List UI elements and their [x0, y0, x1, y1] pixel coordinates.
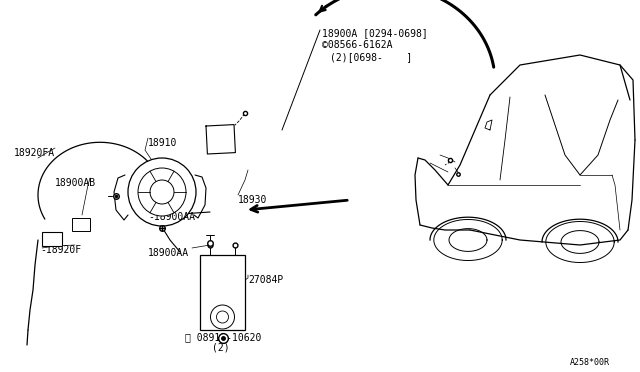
Polygon shape [206, 125, 236, 154]
Circle shape [211, 305, 234, 329]
Bar [72, 218, 90, 231]
Circle shape [150, 180, 174, 204]
Text: (2)[0698-    ]: (2)[0698- ] [330, 52, 412, 62]
Text: (2): (2) [212, 343, 230, 353]
Text: 18910: 18910 [148, 138, 177, 148]
Text: -18900AA: -18900AA [148, 212, 195, 222]
Text: ©08566-6162A: ©08566-6162A [322, 40, 392, 50]
Circle shape [216, 311, 228, 323]
Circle shape [138, 168, 186, 216]
Text: 18900AA: 18900AA [148, 248, 189, 258]
Text: Ⓝ 08911-10620: Ⓝ 08911-10620 [185, 332, 261, 342]
Text: 18900AB: 18900AB [55, 178, 96, 188]
Text: 18920FA: 18920FA [14, 148, 55, 158]
Text: -18920F: -18920F [40, 245, 81, 255]
Text: 18900A [0294-0698]: 18900A [0294-0698] [322, 28, 428, 38]
Text: 18930: 18930 [238, 195, 268, 205]
Bar [42, 232, 62, 246]
Bar [200, 255, 245, 330]
Circle shape [128, 158, 196, 226]
Text: 27084P: 27084P [248, 275, 284, 285]
Text: A258*00R: A258*00R [570, 358, 610, 367]
